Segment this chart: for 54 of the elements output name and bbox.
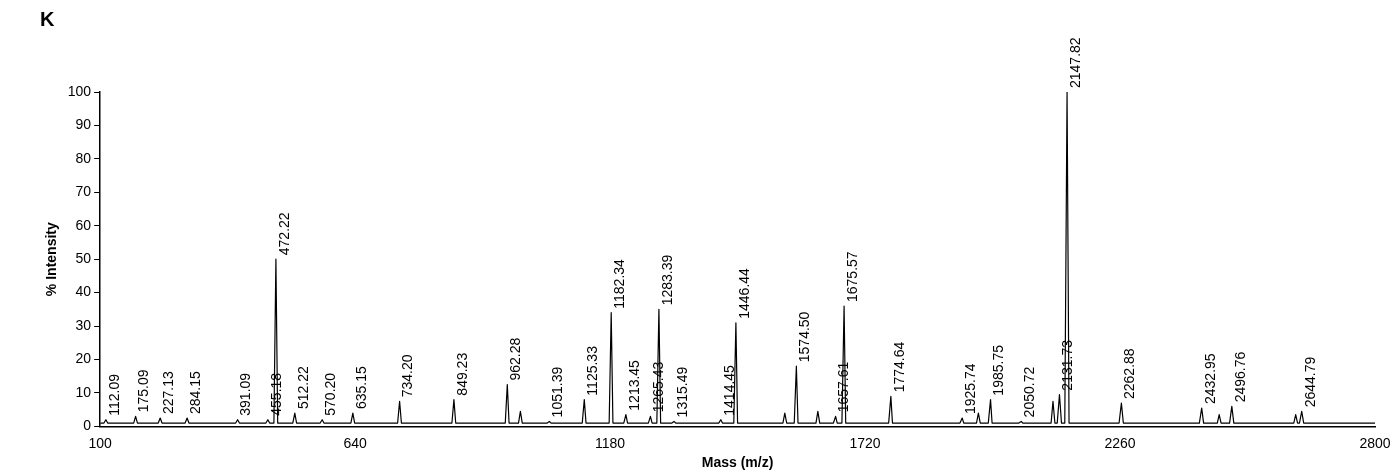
annotation: 1985.75	[990, 344, 1007, 396]
annotation: 1446.44	[735, 267, 752, 319]
y-tick-label: 0	[83, 417, 92, 434]
y-tick-label: 100	[67, 82, 92, 99]
annotation: 512.22	[294, 365, 311, 410]
x-tick-label: 100	[88, 434, 113, 451]
x-axis-title: Mass (m/z)	[701, 454, 774, 471]
y-tick-label: 30	[75, 316, 92, 333]
x-tick-label: 2800	[1359, 434, 1391, 451]
annotation: 2262.88	[1121, 348, 1138, 399]
annotation: 284.15	[186, 371, 203, 415]
annotation: 2432.95	[1201, 353, 1218, 405]
y-tick-label: 50	[75, 250, 92, 267]
annotation: 570.20	[322, 372, 339, 416]
annotation: 1774.64	[890, 341, 907, 393]
annotation: 2131.73	[1059, 339, 1076, 391]
annotation: 1182.34	[611, 258, 628, 309]
y-tick-label: 40	[75, 283, 92, 300]
annotation: 391.09	[237, 372, 254, 416]
annotation: 1675.57	[843, 251, 860, 303]
annotation: 1283.39	[658, 254, 675, 306]
y-tick-label: 60	[75, 216, 92, 233]
x-tick-label: 1180	[595, 434, 626, 451]
annotation: 635.15	[352, 365, 369, 410]
y-tick-label: 70	[75, 183, 92, 200]
y-tick-label: 20	[75, 350, 92, 367]
annotation: 1265.43	[650, 361, 667, 413]
annotation: 1315.49	[673, 366, 690, 418]
annotation: 2147.82	[1066, 37, 1083, 88]
annotation: 112.09	[105, 373, 122, 416]
annotation: 1574.50	[796, 311, 813, 363]
annotation: 1925.74	[962, 363, 979, 415]
x-tick-label: 1720	[849, 434, 881, 451]
annotation: 227.13	[160, 371, 177, 415]
annotation: 734.20	[399, 354, 416, 398]
y-tick-label: 90	[75, 116, 92, 133]
annotation: 2496.76	[1231, 351, 1248, 403]
annotation: 962.28	[507, 337, 524, 381]
annotation: 472.22	[275, 212, 292, 256]
annotation: 849.23	[453, 352, 470, 396]
annotation: 1213.45	[625, 359, 642, 411]
y-tick-label: 80	[75, 149, 92, 166]
y-tick-label: 10	[75, 383, 92, 400]
annotation: 1051.39	[549, 366, 566, 418]
annotation: 2050.72	[1021, 366, 1038, 418]
y-axis-title: % Intensity	[43, 222, 60, 297]
annotation: 1414.45	[720, 364, 737, 416]
annotation: 1657.61	[835, 361, 852, 413]
x-tick-label: 2260	[1104, 434, 1136, 451]
chart-title: K	[40, 7, 55, 30]
x-tick-label: 640	[343, 434, 368, 451]
annotation: 1125.33	[584, 345, 601, 396]
annotation: 2644.79	[1301, 356, 1318, 408]
annotation: 175.09	[135, 369, 152, 413]
